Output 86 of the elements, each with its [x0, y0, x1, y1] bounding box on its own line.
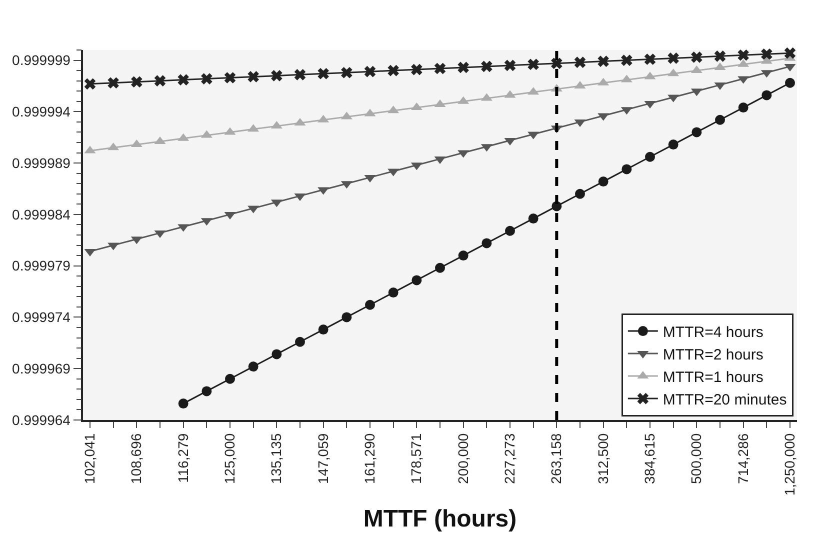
x-tick-label: 135,135	[268, 433, 284, 484]
y-tick-label: 0.999989	[12, 154, 71, 171]
point	[435, 262, 445, 273]
point	[178, 398, 188, 409]
y-tick-label: 0.999974	[12, 309, 71, 326]
point	[598, 176, 608, 187]
x-tick-label: 227,273	[502, 433, 518, 484]
point	[574, 56, 586, 68]
y-tick-label: 0.999964	[12, 412, 71, 428]
point	[528, 58, 539, 70]
x-tick-label: 178,571	[408, 433, 424, 484]
legend-label: MTTR=4 hours	[662, 324, 764, 341]
x-tick-label: 263,158	[548, 433, 564, 484]
point	[738, 102, 748, 113]
point	[505, 226, 515, 236]
point	[714, 50, 726, 62]
point	[318, 68, 329, 80]
legend-label: MTTR=20 minutes	[662, 391, 787, 408]
point	[598, 56, 609, 67]
x-tick-label: 147,059	[314, 433, 331, 484]
point	[458, 62, 469, 74]
x-tick-label: 1,250,000	[782, 433, 798, 496]
point	[202, 386, 212, 396]
point	[715, 114, 725, 125]
point	[551, 58, 562, 70]
x-tick-label: 161,290	[362, 433, 378, 484]
point	[295, 336, 305, 347]
y-tick-label: 0.999984	[12, 206, 71, 222]
point	[388, 64, 399, 76]
point	[84, 78, 96, 90]
point	[365, 300, 375, 310]
point	[388, 288, 398, 298]
point	[248, 71, 259, 82]
point	[785, 78, 795, 88]
point	[668, 52, 679, 64]
point	[294, 69, 306, 80]
legend-label: MTTR=1 hours	[662, 368, 764, 386]
point	[738, 49, 749, 61]
x-tick-label: 312,500	[594, 433, 611, 484]
x-tick-label: 125,000	[222, 433, 238, 484]
x-tick-label: 714,286	[734, 433, 751, 484]
point	[575, 188, 585, 199]
point	[248, 362, 258, 372]
point	[272, 349, 282, 360]
point	[691, 52, 702, 63]
point	[341, 66, 352, 78]
y-tick-label: 0.999999	[12, 52, 71, 68]
point	[784, 47, 796, 59]
point	[761, 48, 772, 60]
point	[481, 60, 492, 72]
point	[364, 66, 376, 78]
point	[108, 77, 119, 89]
point	[224, 72, 236, 84]
point	[762, 90, 772, 100]
x-tick-label: 500,000	[688, 433, 704, 484]
point	[342, 312, 352, 322]
point	[645, 152, 655, 162]
x-tick-label: 384,615	[642, 433, 658, 484]
point	[622, 164, 632, 174]
y-tick-label: 0.999994	[12, 104, 71, 120]
point	[458, 250, 468, 261]
point	[668, 140, 678, 150]
point	[692, 127, 702, 138]
point	[318, 324, 328, 335]
point	[434, 62, 446, 74]
point	[504, 60, 516, 72]
point	[271, 70, 282, 82]
x-tick-label: 200,000	[454, 433, 471, 484]
point	[621, 54, 632, 66]
point	[528, 214, 538, 224]
point	[482, 238, 492, 248]
legend-label: MTTR=2 hours	[662, 346, 764, 364]
y-tick-label: 0.999979	[12, 258, 71, 274]
point	[412, 275, 422, 286]
x-axis-title: MTTF (hours)	[363, 505, 517, 532]
x-tick-label: 102,041	[82, 433, 98, 484]
point	[411, 64, 422, 76]
point	[644, 54, 656, 65]
x-tick-label: 116,279	[174, 433, 191, 483]
point	[201, 73, 212, 84]
y-tick-label: 0.999969	[12, 360, 71, 377]
point	[154, 75, 166, 86]
x-tick-label: 108,696	[128, 433, 144, 484]
point	[178, 74, 189, 86]
point	[131, 76, 142, 88]
point	[225, 374, 235, 384]
